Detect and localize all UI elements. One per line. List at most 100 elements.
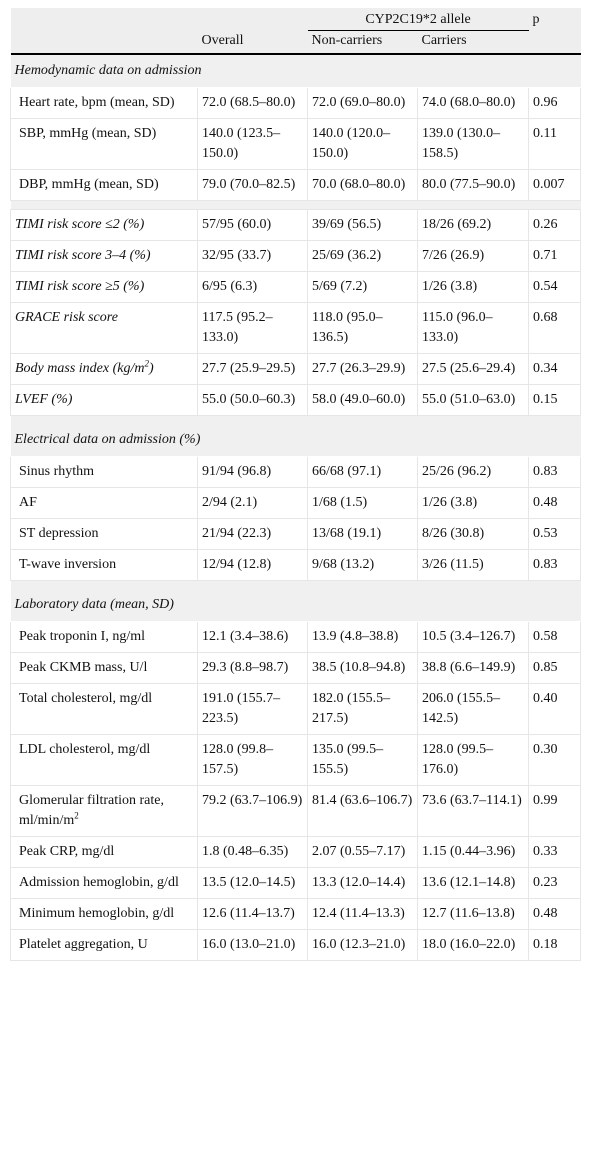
table-row: Sinus rhythm 91/94 (96.8) 66/68 (97.1) 25/2… xyxy=(10,456,582,488)
table-row: GRACE risk score 117.5 (95.2–133.0) 118.0 … xyxy=(10,302,582,354)
table-row: Platelet aggregation, U 16.0 (13.0–21.0) 1… xyxy=(10,929,582,961)
row-label-text: Body mass index (kg/m xyxy=(15,361,145,376)
row-label-text: TIMI risk score ≥5 (%) xyxy=(15,279,145,294)
cell-p: 0.54 xyxy=(528,271,582,303)
cell-p: 0.85 xyxy=(528,652,582,684)
row-label-text: Peak CRP, mg/dl xyxy=(19,844,115,859)
spacer-cell xyxy=(10,200,581,210)
cell-overall: 6/95 (6.3) xyxy=(197,271,308,303)
table-row: Peak CKMB mass, U/l 29.3 (8.8–98.7) 38.5 (… xyxy=(10,652,582,684)
cell-noncarriers: 38.5 (10.8–94.8) xyxy=(307,652,418,684)
cell-carriers: 10.5 (3.4–126.7) xyxy=(416,621,530,653)
table-row: AF 2/94 (2.1) 1/68 (1.5) 1/26 (3.8) 0.48 xyxy=(10,487,582,519)
cell-overall: 140.0 (123.5–150.0) xyxy=(197,118,308,170)
cell-overall: 1.8 (0.48–6.35) xyxy=(197,836,308,868)
cell-carriers: 206.0 (155.5–142.5) xyxy=(416,683,530,735)
section-title: Hemodynamic data on admission xyxy=(10,54,581,88)
cell-p: 0.26 xyxy=(528,209,582,241)
row-label: SBP, mmHg (mean, SD) xyxy=(10,118,198,170)
row-label: Body mass index (kg/m2) xyxy=(10,353,198,385)
cell-noncarriers: 81.4 (63.6–106.7) xyxy=(307,785,418,837)
cell-p: 0.71 xyxy=(528,240,582,272)
section-spacer xyxy=(10,200,581,210)
cell-noncarriers: 13.9 (4.8–38.8) xyxy=(307,621,418,653)
table-row: T-wave inversion 12/94 (12.8) 9/68 (13.2) 3… xyxy=(10,549,582,581)
cell-carriers: 12.7 (11.6–13.8) xyxy=(416,898,530,930)
cell-noncarriers: 12.4 (11.4–13.3) xyxy=(307,898,418,930)
cell-noncarriers: 25/69 (36.2) xyxy=(307,240,418,272)
row-label-text: LDL cholesterol, mg/dl xyxy=(19,742,151,757)
cell-noncarriers: 58.0 (49.0–60.0) xyxy=(307,384,418,416)
row-label: TIMI risk score 3–4 (%) xyxy=(10,240,198,272)
table-row: LDL cholesterol, mg/dl 128.0 (99.8–157.5)… xyxy=(10,734,582,786)
row-label-text: Platelet aggregation, U xyxy=(19,937,148,952)
cell-overall: 21/94 (22.3) xyxy=(197,518,308,550)
cell-p: 0.007 xyxy=(528,169,582,201)
cell-noncarriers: 9/68 (13.2) xyxy=(307,549,418,581)
header-blank xyxy=(197,8,308,31)
cell-carriers: 74.0 (68.0–80.0) xyxy=(416,87,530,119)
cell-noncarriers: 39/69 (56.5) xyxy=(307,209,418,241)
cell-carriers: 38.8 (6.6–149.9) xyxy=(416,652,530,684)
cell-overall: 29.3 (8.8–98.7) xyxy=(197,652,308,684)
cell-carriers: 25/26 (96.2) xyxy=(416,456,530,488)
cell-carriers: 7/26 (26.9) xyxy=(416,240,530,272)
cell-overall: 191.0 (155.7–223.5) xyxy=(197,683,308,735)
row-label: Peak CKMB mass, U/l xyxy=(10,652,198,684)
section-header: Hemodynamic data on admission xyxy=(10,54,581,88)
cell-overall: 57/95 (60.0) xyxy=(197,209,308,241)
header-carriers: Carriers xyxy=(417,31,529,55)
cell-carriers: 3/26 (11.5) xyxy=(416,549,530,581)
row-label: Total cholesterol, mg/dl xyxy=(10,683,198,735)
row-label-text: Peak CKMB mass, U/l xyxy=(19,660,148,675)
row-label-text: GRACE risk score xyxy=(15,310,118,325)
row-label: T-wave inversion xyxy=(10,549,198,581)
row-label-text: DBP, mmHg (mean, SD) xyxy=(19,177,159,192)
cell-overall: 12/94 (12.8) xyxy=(197,549,308,581)
row-label: AF xyxy=(10,487,198,519)
cell-carriers: 80.0 (77.5–90.0) xyxy=(416,169,530,201)
cell-carriers: 1/26 (3.8) xyxy=(416,487,530,519)
header-noncarriers: Non-carriers xyxy=(307,31,418,55)
row-label: Admission hemoglobin, g/dl xyxy=(10,867,198,899)
row-label: Sinus rhythm xyxy=(10,456,198,488)
cell-carriers: 128.0 (99.5–176.0) xyxy=(416,734,530,786)
table-row: TIMI risk score 3–4 (%) 32/95 (33.7) 25/69… xyxy=(10,240,582,272)
cell-p: 0.23 xyxy=(528,867,582,899)
row-label: Peak CRP, mg/dl xyxy=(10,836,198,868)
row-label: LVEF (%) xyxy=(10,384,198,416)
cell-carriers: 115.0 (96.0–133.0) xyxy=(416,302,530,354)
row-label-text: TIMI risk score 3–4 (%) xyxy=(15,248,151,263)
table-row: Peak CRP, mg/dl 1.8 (0.48–6.35) 2.07 (0.55… xyxy=(10,836,582,868)
section-title: Laboratory data (mean, SD) xyxy=(10,589,581,622)
row-label-text: Heart rate, bpm (mean, SD) xyxy=(19,95,175,110)
cell-noncarriers: 1/68 (1.5) xyxy=(307,487,418,519)
cell-p: 0.48 xyxy=(528,487,582,519)
spacer-cell xyxy=(10,580,581,589)
cell-noncarriers: 13/68 (19.1) xyxy=(307,518,418,550)
row-label: Heart rate, bpm (mean, SD) xyxy=(10,87,198,119)
row-label: Glomerular filtration rate, ml/min/m2 xyxy=(10,785,198,837)
table-container: CYP2C19*2 allele p Overall Non-carriers … xyxy=(10,8,582,961)
row-label: GRACE risk score xyxy=(10,302,198,354)
cell-p: 0.99 xyxy=(528,785,582,837)
header-blank xyxy=(528,31,581,55)
row-label: Platelet aggregation, U xyxy=(10,929,198,961)
row-label-superscript: 2 xyxy=(74,810,79,821)
cell-p: 0.96 xyxy=(528,87,582,119)
table-body: Hemodynamic data on admission Heart rate,… xyxy=(10,54,582,961)
cell-overall: 79.0 (70.0–82.5) xyxy=(197,169,308,201)
cell-p: 0.15 xyxy=(528,384,582,416)
table-header: CYP2C19*2 allele p Overall Non-carriers … xyxy=(10,8,581,55)
header-blank xyxy=(10,8,198,31)
cell-noncarriers: 72.0 (69.0–80.0) xyxy=(307,87,418,119)
cell-p: 0.83 xyxy=(528,456,582,488)
cyp2c19-data-table: CYP2C19*2 allele p Overall Non-carriers … xyxy=(10,8,582,961)
table-row: TIMI risk score ≥5 (%) 6/95 (6.3) 5/69 (7.… xyxy=(10,271,582,303)
row-label: ST depression xyxy=(10,518,198,550)
cell-noncarriers: 13.3 (12.0–14.4) xyxy=(307,867,418,899)
cell-overall: 117.5 (95.2–133.0) xyxy=(197,302,308,354)
cell-p: 0.40 xyxy=(528,683,582,735)
cell-p: 0.30 xyxy=(528,734,582,786)
cell-p: 0.58 xyxy=(528,621,582,653)
